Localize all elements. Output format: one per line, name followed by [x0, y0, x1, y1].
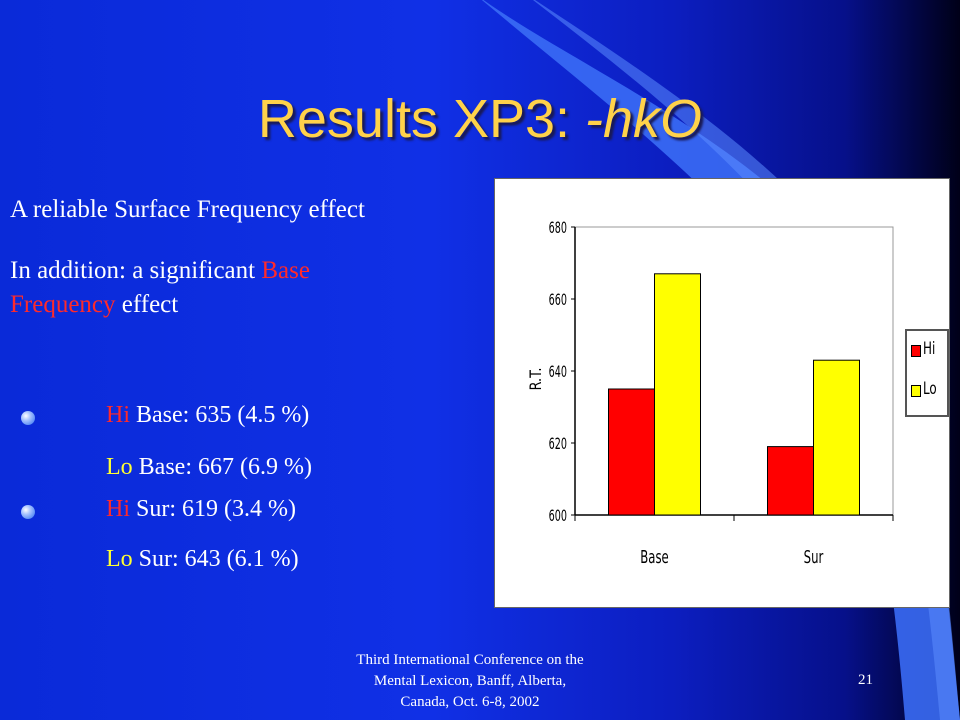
footer-line: Canada, Oct. 6-8, 2002 — [400, 694, 540, 710]
bar-chart-plot: 600 620 640 660 680 R.T. Base Sur — [528, 220, 894, 568]
bar-hi-sur — [767, 446, 814, 516]
bar-lo-sur — [813, 359, 860, 516]
footer-line: Third International Conference on the — [356, 652, 584, 668]
surface-frequency-line: A reliable Surface Frequency effect — [10, 196, 365, 223]
page-number: 21 — [858, 672, 873, 688]
chart-legend: Hi Lo — [905, 329, 949, 417]
legend-item-lo: Lo — [911, 379, 947, 401]
base-frequency-line-2: Frequency effect — [10, 288, 178, 322]
stat-level: Hi — [106, 496, 130, 522]
stat-value: Sur: 619 (3.4 %) — [130, 496, 296, 522]
stat-hi-base: Hi Base: 635 (4.5 %) — [106, 402, 309, 429]
slide-title: Results XP3: -hkO — [0, 88, 960, 150]
legend-item-hi: Hi — [911, 339, 947, 361]
slide-title-main: Results XP3: — [257, 89, 586, 149]
stat-level: Lo — [106, 546, 133, 572]
stat-hi-sur: Hi Sur: 619 (3.4 %) — [106, 496, 296, 523]
effect-suffix: effect — [115, 291, 179, 318]
base-highlight: Base — [261, 257, 310, 284]
bar-chart: 600 620 640 660 680 R.T. Base Sur Hi Lo — [494, 178, 950, 608]
y-tick-label: 600 — [549, 508, 567, 526]
bar-hi-base — [608, 388, 655, 516]
footer-line: Mental Lexicon, Banff, Alberta, — [373, 673, 567, 689]
bullet-icon — [21, 411, 35, 425]
y-tick-label: 620 — [549, 436, 567, 454]
y-tick-label: 660 — [549, 292, 567, 310]
x-tick-label: Sur — [804, 546, 824, 567]
base-frequency-prefix: In addition: a significant — [10, 257, 262, 284]
stat-value: Base: 635 (4.5 %) — [130, 402, 310, 428]
stat-lo-sur: Lo Sur: 643 (6.1 %) — [106, 546, 299, 573]
y-tick-label: 680 — [549, 220, 567, 238]
y-axis-label: R.T. — [528, 368, 546, 391]
stat-value: Sur: 643 (6.1 %) — [132, 546, 299, 572]
bullet-icon — [21, 505, 35, 519]
x-tick-label: Base — [640, 546, 668, 567]
stat-level: Hi — [106, 402, 130, 428]
legend-label-hi: Hi — [923, 339, 936, 359]
legend-label-lo: Lo — [923, 379, 937, 399]
bar-lo-base — [654, 273, 701, 516]
legend-swatch-hi — [911, 345, 921, 357]
legend-swatch-lo — [911, 385, 921, 397]
slide-title-emphasis: -hkO — [585, 89, 703, 149]
footer-conference: Third International Conference on the Me… — [300, 650, 640, 713]
y-tick-label: 640 — [549, 364, 567, 382]
base-frequency-line-1: In addition: a significant Base — [10, 254, 310, 288]
stat-value: Base: 667 (6.9 %) — [132, 454, 312, 480]
frequency-highlight: Frequency — [10, 291, 116, 318]
stat-lo-base: Lo Base: 667 (6.9 %) — [106, 454, 312, 481]
stat-level: Lo — [106, 454, 133, 480]
